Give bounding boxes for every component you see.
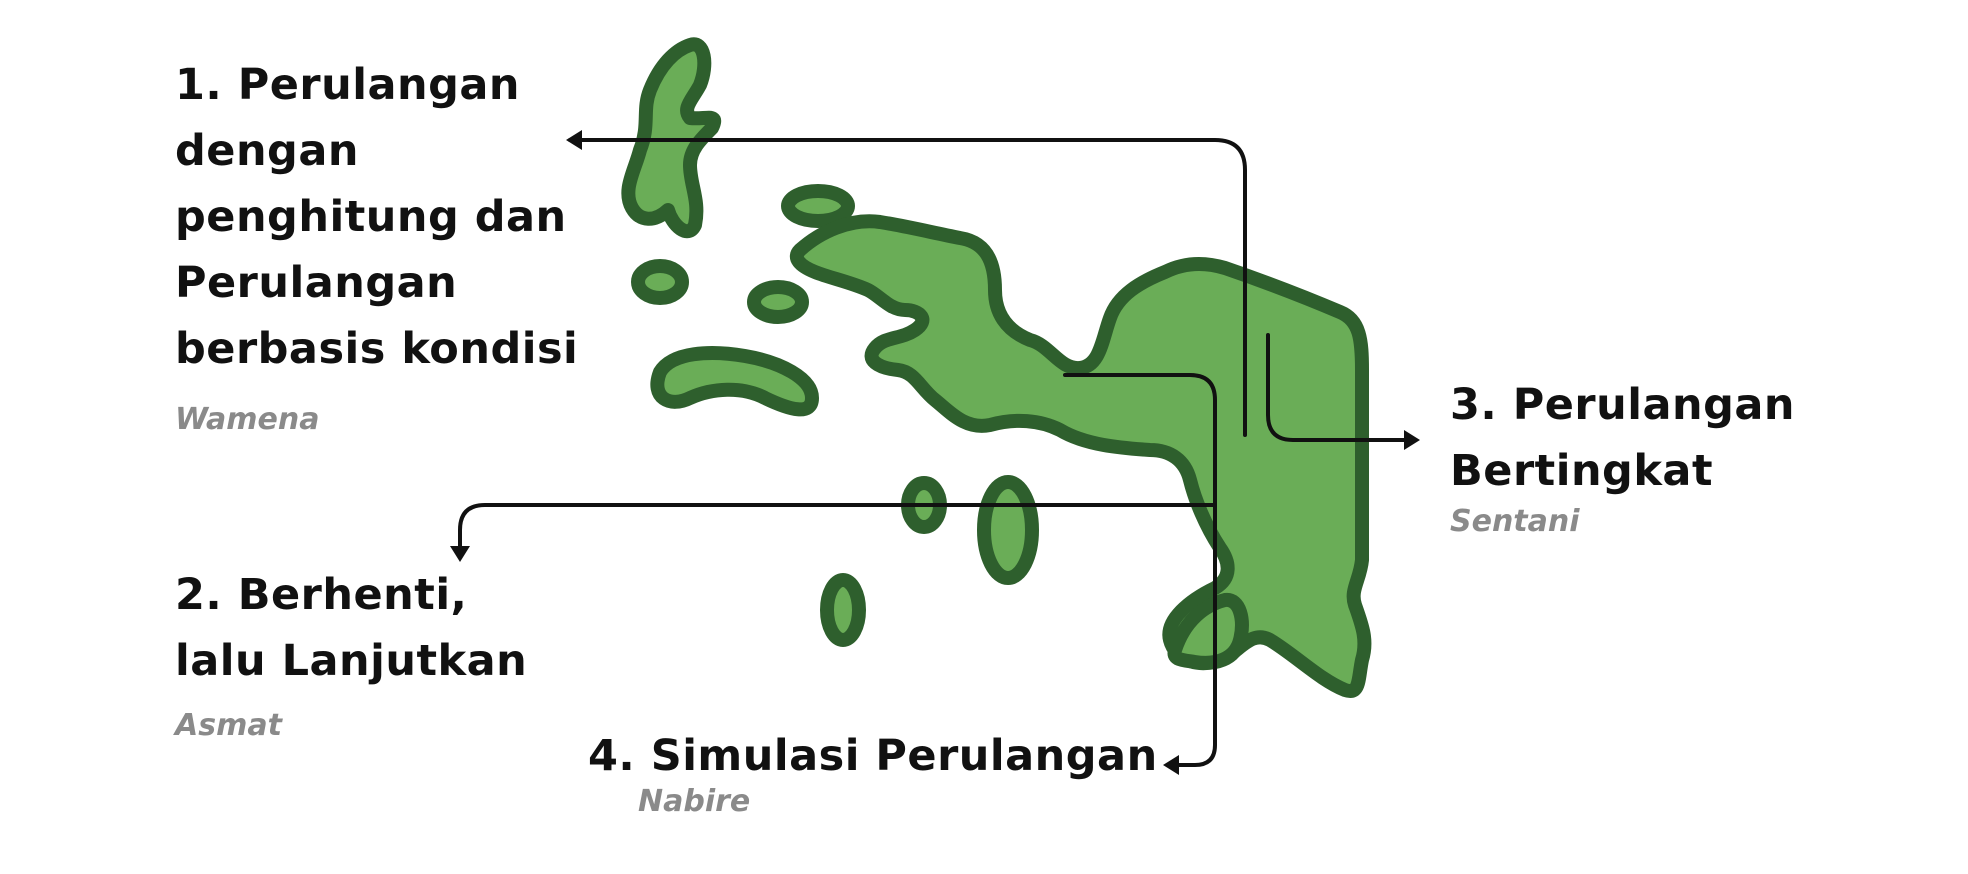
island-misool bbox=[650, 346, 819, 417]
item-1-title-line: Perulangan bbox=[175, 258, 458, 308]
arrowhead-1 bbox=[566, 130, 582, 150]
connector-2 bbox=[458, 503, 1217, 557]
item-2-place: Asmat bbox=[175, 708, 282, 743]
item-3-title: 3. Perulangan Bertingkat bbox=[1450, 372, 1795, 504]
item-4-title-line: 4. Simulasi Perulangan bbox=[588, 731, 1158, 781]
item-1-title-line: berbasis kondisi bbox=[175, 324, 579, 374]
island-waigeo bbox=[621, 37, 722, 239]
item-1-title-line: penghitung dan bbox=[175, 192, 567, 242]
item-1-title-line: 1. Perulangan bbox=[175, 60, 520, 110]
item-3-title-line: Bertingkat bbox=[1450, 446, 1713, 496]
item-2-title-line: lalu Lanjutkan bbox=[175, 636, 528, 686]
connector-4 bbox=[1063, 373, 1217, 767]
item-3-title-line: 3. Perulangan bbox=[1450, 380, 1795, 430]
arrowhead-2 bbox=[450, 546, 470, 562]
connector-3 bbox=[1266, 333, 1414, 442]
arrowhead-3 bbox=[1404, 430, 1420, 450]
item-1-title-line: dengan bbox=[175, 126, 359, 176]
item-2-title-line: 2. Berhenti, bbox=[175, 570, 468, 620]
island-small-1 bbox=[631, 259, 689, 305]
island-small-6 bbox=[820, 573, 866, 647]
item-4-title: 4. Simulasi Perulangan bbox=[588, 723, 1158, 789]
arrowhead-4 bbox=[1163, 755, 1179, 775]
item-2-title: 2. Berhenti, lalu Lanjutkan bbox=[175, 562, 527, 694]
island-small-2 bbox=[747, 280, 809, 324]
island-small-3 bbox=[781, 184, 855, 228]
island-small-5 bbox=[977, 475, 1039, 585]
item-1-place: Wamena bbox=[175, 402, 320, 437]
connector-1 bbox=[568, 138, 1247, 437]
item-4-place: Nabire bbox=[638, 784, 751, 819]
item-3-place: Sentani bbox=[1450, 504, 1580, 539]
mainland bbox=[789, 214, 1372, 698]
item-1-title: 1. Perulangan dengan penghitung dan Peru… bbox=[175, 52, 578, 382]
island-yos-sudarso bbox=[1167, 593, 1249, 670]
